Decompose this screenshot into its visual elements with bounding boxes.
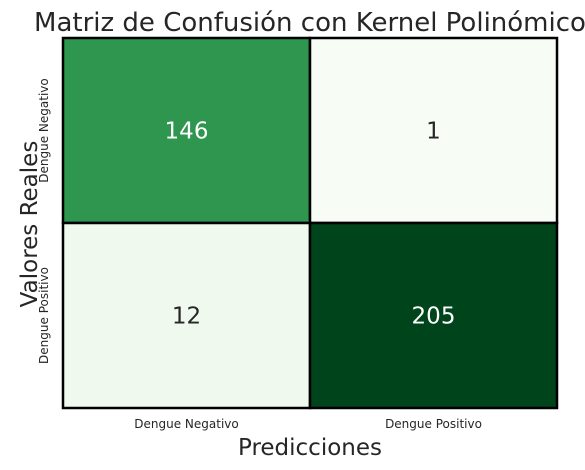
y-axis-label: Valores Reales (17, 141, 43, 308)
heatmap-cells (61, 36, 559, 410)
cell-value-r1-c1: 205 (412, 304, 456, 330)
heatmap-cell-r1-c0 (61, 221, 312, 410)
y-tick-label-1: Dengue Positivo (37, 267, 51, 364)
heatmap-cell-r1-c1 (308, 221, 559, 410)
cell-value-r1-c0: 12 (172, 304, 201, 330)
cell-value-r0-c0: 146 (165, 119, 209, 145)
chart-title: Matriz de Confusión con Kernel Polinómic… (34, 8, 585, 38)
heatmap-cell-r0-c0 (61, 36, 312, 225)
x-tick-label-0: Dengue Negativo (134, 417, 238, 431)
cell-value-r0-c1: 1 (426, 119, 441, 145)
x-axis-label: Predicciones (238, 435, 382, 461)
heatmap-cell-r0-c1 (308, 36, 559, 225)
y-tick-labels: Dengue Negativo Dengue Positivo (37, 78, 51, 364)
x-tick-labels: Dengue Negativo Dengue Positivo (134, 417, 482, 431)
cell-values: 146 1 12 205 (165, 119, 456, 330)
y-tick-label-0: Dengue Negativo (37, 78, 51, 182)
x-tick-label-1: Dengue Positivo (385, 417, 482, 431)
